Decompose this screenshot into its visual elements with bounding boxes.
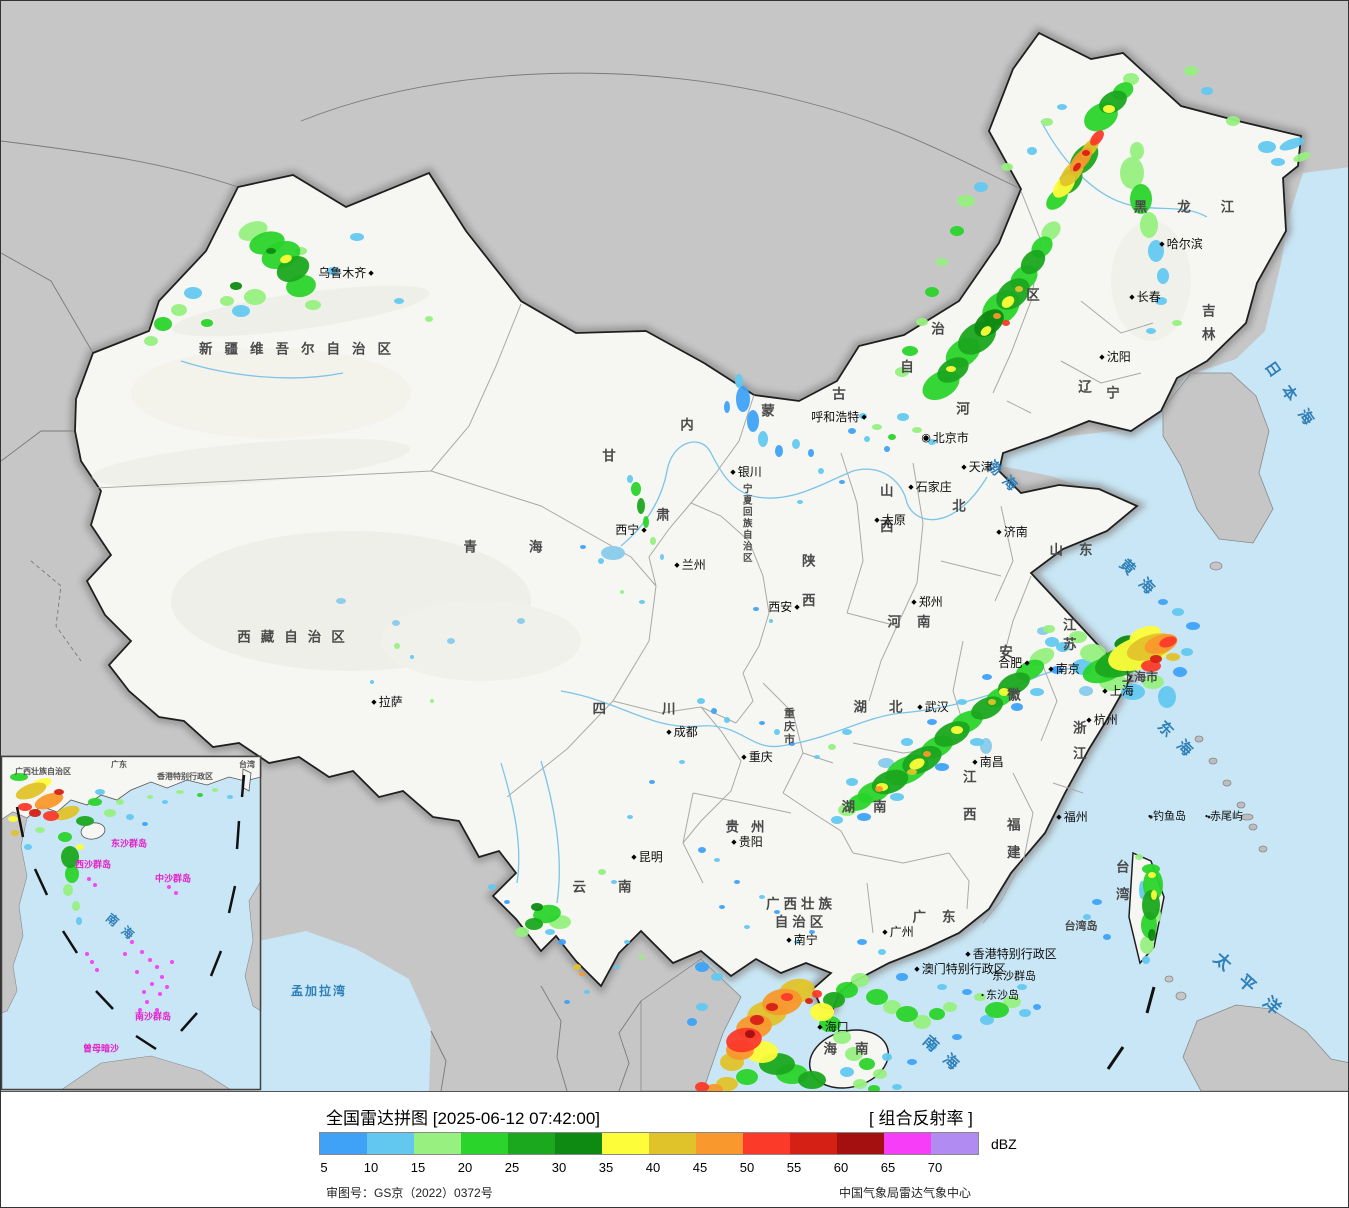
legend-value: 35 — [598, 1160, 614, 1175]
legend-swatch-25 — [508, 1133, 555, 1154]
korea-peninsula — [1162, 372, 1274, 544]
legend-value: 45 — [692, 1160, 708, 1175]
bay-of-bengal — [259, 931, 431, 1091]
nine-dash-line-main — [1106, 986, 1156, 1070]
legend-value: 60 — [833, 1160, 849, 1175]
province-borders — [95, 190, 1154, 934]
product-label: [ 组合反射率 ] — [869, 1109, 973, 1128]
legend-swatch-40 — [649, 1133, 696, 1154]
legend-value: 30 — [551, 1160, 567, 1175]
jeju-island — [1209, 561, 1223, 571]
legend-color-bar — [319, 1132, 979, 1155]
china-landmass — [74, 31, 1302, 1089]
inset-frame — [1, 755, 262, 1091]
legend-value: 40 — [645, 1160, 661, 1175]
terrain-shading — [91, 221, 1191, 681]
legend-swatch-60 — [837, 1133, 884, 1154]
legend-value: 5 — [320, 1160, 328, 1175]
radar-echo-layer — [8, 66, 1311, 1091]
basemap-svg — [1, 1, 1348, 1091]
nine-dash-line-inset — [15, 774, 246, 1051]
luzon-island — [1182, 1004, 1348, 1091]
inset-map — [1, 755, 262, 1091]
legend-value: 70 — [927, 1160, 943, 1175]
rivers-layer — [180, 120, 1208, 904]
legend-value: 65 — [880, 1160, 896, 1175]
foreign-borders — [1, 72, 1022, 1091]
legend-swatch-55 — [790, 1133, 837, 1154]
legend-swatch-20 — [461, 1133, 508, 1154]
data-source: 中国气象局雷达气象中心 — [839, 1186, 972, 1200]
legend-swatch-45 — [696, 1133, 743, 1154]
legend-swatch-15 — [414, 1133, 461, 1154]
ryukyu-islands — [1194, 735, 1268, 853]
legend-value: 50 — [739, 1160, 755, 1175]
legend-swatch-5 — [320, 1133, 367, 1154]
unit-label: dBZ — [991, 1136, 1017, 1152]
diaoyu-island-dot — [1149, 815, 1153, 819]
inset-vietnam — [1, 811, 28, 1014]
legend-swatch-65 — [884, 1133, 931, 1154]
mainland-outline — [74, 31, 1302, 1011]
inset-sea — [1, 756, 261, 1090]
legend-value: 20 — [457, 1160, 473, 1175]
map-title: 全国雷达拼图 [2025-06-12 07:42:00] — [326, 1109, 601, 1128]
legend-swatch-35 — [602, 1133, 649, 1154]
approval-number: 审图号：GS京（2022）0372号 — [326, 1186, 493, 1200]
legend-swatch-30 — [555, 1133, 602, 1154]
map-canvas: 新疆维吾尔自治区 西藏自治区 青海甘肃内蒙古自治区黑龙江 吉林辽宁河北山西 山东 河南 陕西… — [1, 1, 1348, 1091]
legend-value: 55 — [786, 1160, 802, 1175]
legend-value-row: 5 10 15 20 25 30 35 40 45 50 55 60 65 70 — [1, 1160, 1348, 1176]
legend-value: 15 — [410, 1160, 426, 1175]
legend-swatch-70 — [931, 1133, 978, 1154]
country-layer — [640, 372, 1348, 1091]
legend-swatch-50 — [743, 1133, 790, 1154]
chiwei-islet-dot — [1207, 815, 1211, 819]
legend-value: 10 — [363, 1160, 379, 1175]
legend-panel: 全国雷达拼图 [2025-06-12 07:42:00] [ 组合反射率 ] d… — [1, 1091, 1348, 1207]
legend-value: 25 — [504, 1160, 520, 1175]
legend-swatch-10 — [367, 1133, 414, 1154]
